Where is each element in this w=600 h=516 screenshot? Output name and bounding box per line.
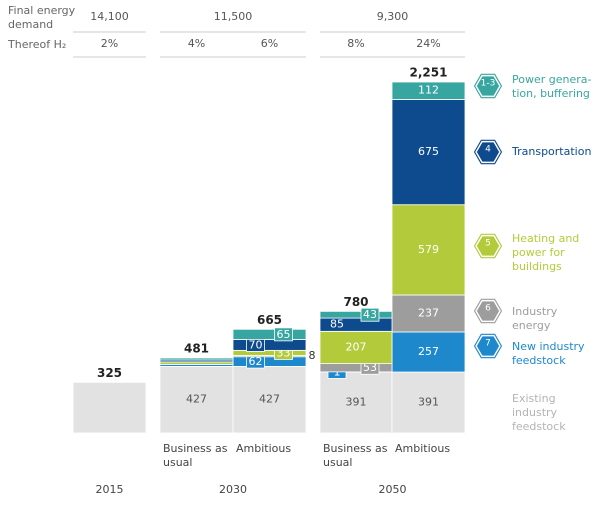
total-label: 2,251: [410, 66, 448, 80]
legend-label: Existing industry feedstock: [512, 392, 566, 433]
bar-segment: [319, 363, 393, 373]
value-label: 62: [249, 355, 263, 368]
category-label: Ambitious: [395, 442, 451, 455]
legend-icon-outline: [473, 333, 503, 359]
bar-segment: [232, 328, 307, 340]
row-label: Thereof H₂: [8, 38, 67, 51]
row-label: Final energy demand: [8, 4, 76, 31]
value-label: 65: [277, 328, 291, 341]
bar-segment: [159, 366, 234, 434]
bar-segment: [391, 294, 466, 333]
legend-icon-outline: [473, 139, 503, 165]
value-label: 427: [259, 393, 280, 406]
category-label: Business as usual: [163, 442, 228, 469]
total-label: 665: [257, 313, 282, 327]
bar-segment: [391, 204, 466, 296]
h2-share: 2%: [101, 37, 118, 50]
legend-label: Transportation: [512, 145, 592, 158]
legend-icon-outline: [473, 233, 503, 259]
bar-segment: [232, 339, 307, 351]
legend-icon-label: 5: [485, 239, 491, 249]
category-label: Ambitious: [236, 442, 292, 455]
total-label: 481: [184, 341, 209, 355]
group-label: 2015: [96, 483, 124, 496]
bar-segment: [72, 381, 147, 434]
legend-icon-outline: [473, 298, 503, 324]
legend-label: New industry feedstock: [512, 340, 585, 367]
value-label: 427: [186, 393, 207, 406]
bar-segment: [319, 330, 393, 365]
label-box: [274, 327, 293, 342]
h2-share: 8%: [347, 37, 364, 50]
value-label: 43: [363, 308, 377, 321]
group-label: 2030: [219, 483, 247, 496]
legend-icon: [475, 234, 501, 258]
legend-icon-label: 1-3: [481, 79, 496, 89]
value-label: 8: [309, 349, 316, 362]
legend-label: Industry energy: [512, 305, 558, 332]
legend-icon-outline: [473, 73, 503, 99]
value-label: 391: [346, 396, 367, 409]
h2-share: 6%: [261, 37, 278, 50]
value-label: 112: [418, 84, 439, 97]
value-label: 207: [346, 340, 367, 353]
legend-icon-label: 6: [485, 304, 491, 314]
value-label: 85: [330, 318, 344, 331]
value-label: 53: [363, 361, 377, 374]
legend-icon: [475, 334, 501, 358]
total-label: 325: [97, 366, 122, 380]
category-label: Business as usual: [323, 442, 388, 469]
legend-label: Power genera- tion, buffering: [512, 73, 592, 100]
label-box: [360, 307, 380, 322]
h2-share: 4%: [188, 37, 205, 50]
total-label: 780: [343, 295, 368, 309]
legend-icon-label: 7: [485, 339, 491, 349]
bar-segment: [232, 356, 307, 367]
group-label: 2050: [379, 483, 407, 496]
bar-segment: [319, 310, 393, 319]
value-label: 675: [418, 145, 439, 158]
value-label: 70: [249, 338, 263, 351]
value-label: 579: [418, 243, 439, 256]
h2-share: 24%: [416, 37, 440, 50]
bar-segment: [391, 81, 466, 100]
legend-icon-label: 4: [485, 145, 491, 155]
demand-value: 9,300: [377, 10, 409, 23]
bar-segment: [232, 349, 307, 356]
bar-segment: [232, 366, 307, 434]
legend-label: Heating and power for buildings: [512, 232, 580, 273]
legend-icon: [475, 299, 501, 323]
legend-icon: [475, 74, 501, 98]
value-label: 257: [418, 345, 439, 358]
value-label: 391: [418, 396, 439, 409]
bar-segment: [159, 357, 234, 361]
value-label: 237: [418, 306, 439, 319]
bar-segment: [391, 99, 466, 206]
demand-value: 14,100: [90, 10, 129, 23]
demand-value: 11,500: [214, 10, 253, 23]
legend-icon: [475, 140, 501, 164]
